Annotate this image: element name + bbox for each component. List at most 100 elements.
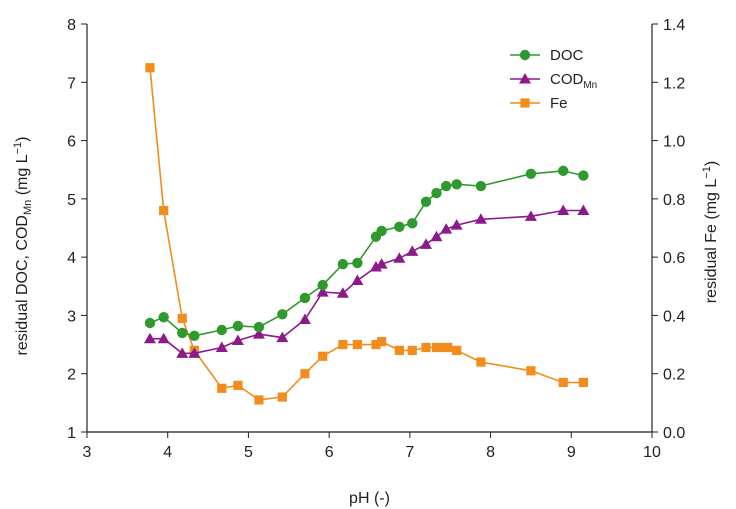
x-tick-label: 9 [567,444,576,461]
data-point [443,342,453,353]
data-point [451,179,462,190]
legend-item-doc: DOC [510,47,584,64]
data-point [476,357,486,367]
legend-item-fe: Fe [510,95,568,112]
data-point [277,392,287,402]
data-point [406,245,419,256]
data-point [421,342,431,353]
data-point [520,98,530,108]
legend-label: Fe [550,95,568,112]
data-point [393,252,406,263]
data-point [578,377,588,388]
data-point [407,218,418,229]
data-point [407,345,417,355]
data-point [376,225,387,237]
data-point [277,309,288,320]
data-point [557,204,570,216]
data-point [231,334,244,345]
data-point [145,63,155,73]
data-point [217,383,227,393]
series-doc [144,165,589,342]
data-point [420,238,432,249]
y-right-tick-label: 0.0 [663,425,685,442]
data-point [336,287,349,298]
data-point [254,395,264,405]
data-point [337,258,349,270]
data-point [440,180,452,192]
data-point [558,377,568,388]
data-point [526,366,536,376]
y-right-tick-label: 0.2 [663,367,685,384]
data-point [300,369,310,379]
data-point [352,339,362,350]
data-point [352,257,363,269]
data-point [519,49,531,61]
y-right-tick-label: 1.0 [663,134,685,151]
data-point [474,213,487,224]
series-layer [143,63,590,405]
data-point [525,168,537,179]
data-point [394,221,405,233]
y-right-tick-label: 1.2 [663,75,685,92]
legend-label: CODMn [550,71,597,91]
data-point [431,342,442,353]
x-tick-label: 7 [405,444,414,461]
data-point [450,219,463,230]
x-axis-title: pH (-) [349,490,390,507]
legend-label: DOC [550,47,584,64]
data-point [371,339,381,350]
data-point [394,345,404,355]
data-point [316,286,329,297]
data-point [437,342,447,353]
y-right-tick-label: 1.4 [663,17,685,34]
data-point [157,332,170,344]
data-point [253,321,265,333]
data-point [440,223,453,234]
data-point [298,313,311,325]
data-point [317,279,328,291]
data-point [144,317,156,329]
series-line [150,209,584,355]
x-tick-label: 6 [325,444,334,461]
data-point [299,292,311,304]
data-point [431,187,442,199]
data-point [252,328,265,339]
data-point [232,320,244,332]
data-point [176,347,189,358]
x-tick-label: 4 [163,444,172,461]
data-point [216,324,227,336]
data-point [369,261,382,272]
data-point [318,351,328,361]
data-point [188,347,201,358]
legend: DOC CODMn Fe [510,47,597,112]
series-line [149,67,584,401]
y-right-tick-label: 0.8 [663,192,685,209]
data-point [475,180,487,192]
data-point [351,274,364,285]
data-point [215,341,228,352]
data-point [143,332,156,344]
data-point [452,345,462,355]
data-point [377,337,387,347]
data-point [577,204,590,216]
y-left-tick-label: 4 [67,250,76,267]
y-left-tick-label: 5 [67,192,76,209]
data-point [177,327,188,339]
y-right-axis-title: residual Fe (mg L−1) [701,161,720,303]
data-point [189,330,200,342]
data-point [159,205,169,216]
data-point [276,331,289,343]
data-point [430,230,443,242]
x-tick-label: 8 [486,444,495,461]
axes: 3 4 5 6 7 8 9 10 1 2 3 4 5 6 7 8 0.0 0.2 0.4 0.6 0.8 1.0 1.2 1.… [67,17,685,461]
data-point [233,380,243,390]
data-point [338,339,348,350]
y-left-tick-label: 8 [67,17,76,34]
series-cod [143,204,590,358]
y-right-tick-label: 0.4 [663,308,685,325]
y-left-tick-label: 2 [67,367,76,384]
series-fe [145,63,588,405]
data-point [558,165,569,177]
y-left-tick-label: 7 [67,75,76,92]
